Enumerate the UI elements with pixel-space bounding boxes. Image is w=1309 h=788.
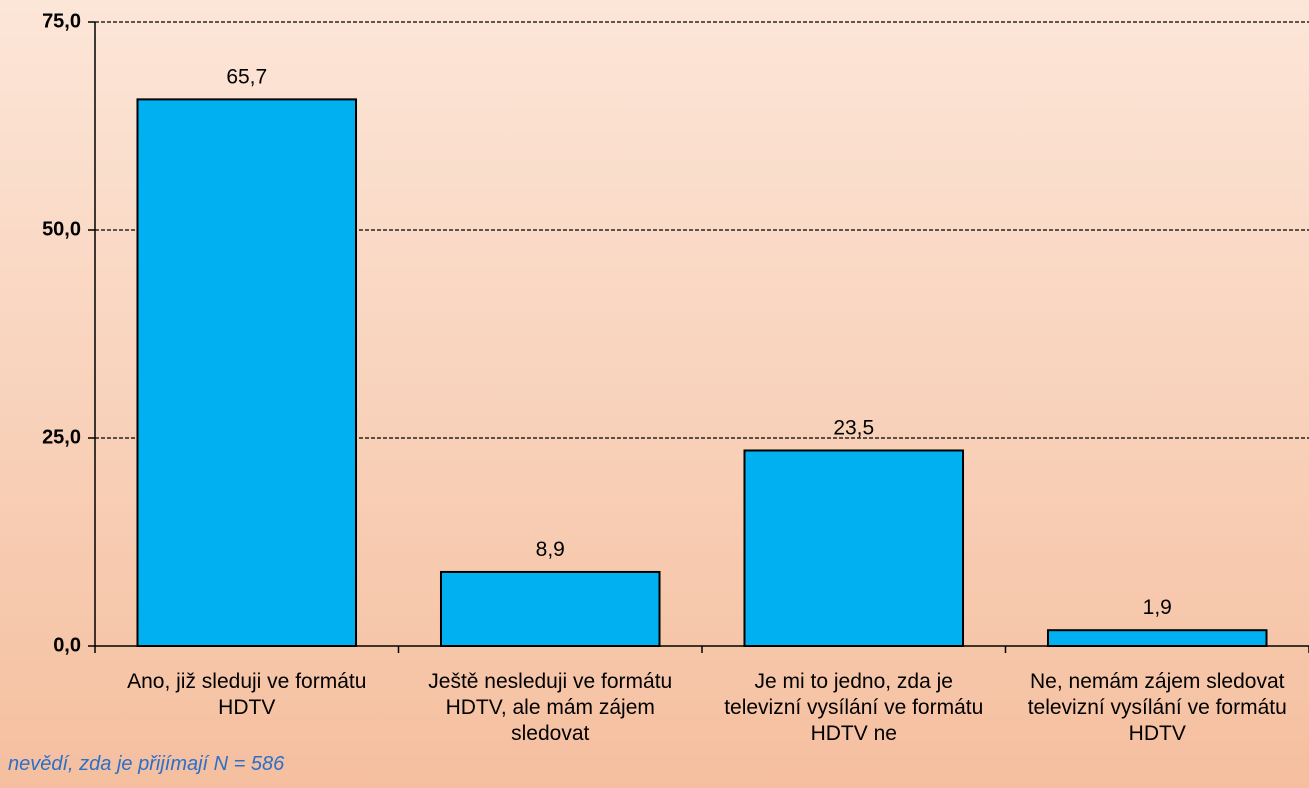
x-tick-label: Ne, nemám zájem sledovat televizní vysílá… [1028, 670, 1287, 745]
bar [1046, 629, 1268, 648]
y-tick-label: 50,0 [42, 218, 81, 240]
data-label: 1,9 [1143, 596, 1172, 619]
bar [743, 449, 965, 648]
annotation: nevědí, zda je přijímají N = 586 [8, 753, 285, 775]
y-tick-label: 75,0 [42, 10, 81, 32]
x-tick-label: Je mi to jedno, zda je televizní vysílání… [724, 670, 983, 745]
bar [136, 98, 358, 648]
data-label: 65,7 [226, 65, 267, 88]
y-tick-label: 0,0 [53, 634, 81, 656]
y-tick-label: 25,0 [42, 426, 81, 448]
bar [439, 570, 661, 648]
x-tick-label: Ještě nesleduji ve formátu HDTV, ale mám … [428, 670, 672, 745]
data-label: 23,5 [833, 416, 874, 439]
data-label: 8,9 [536, 538, 565, 561]
x-tick-label: Ano, již sleduji ve formátu HDTV [127, 670, 366, 719]
